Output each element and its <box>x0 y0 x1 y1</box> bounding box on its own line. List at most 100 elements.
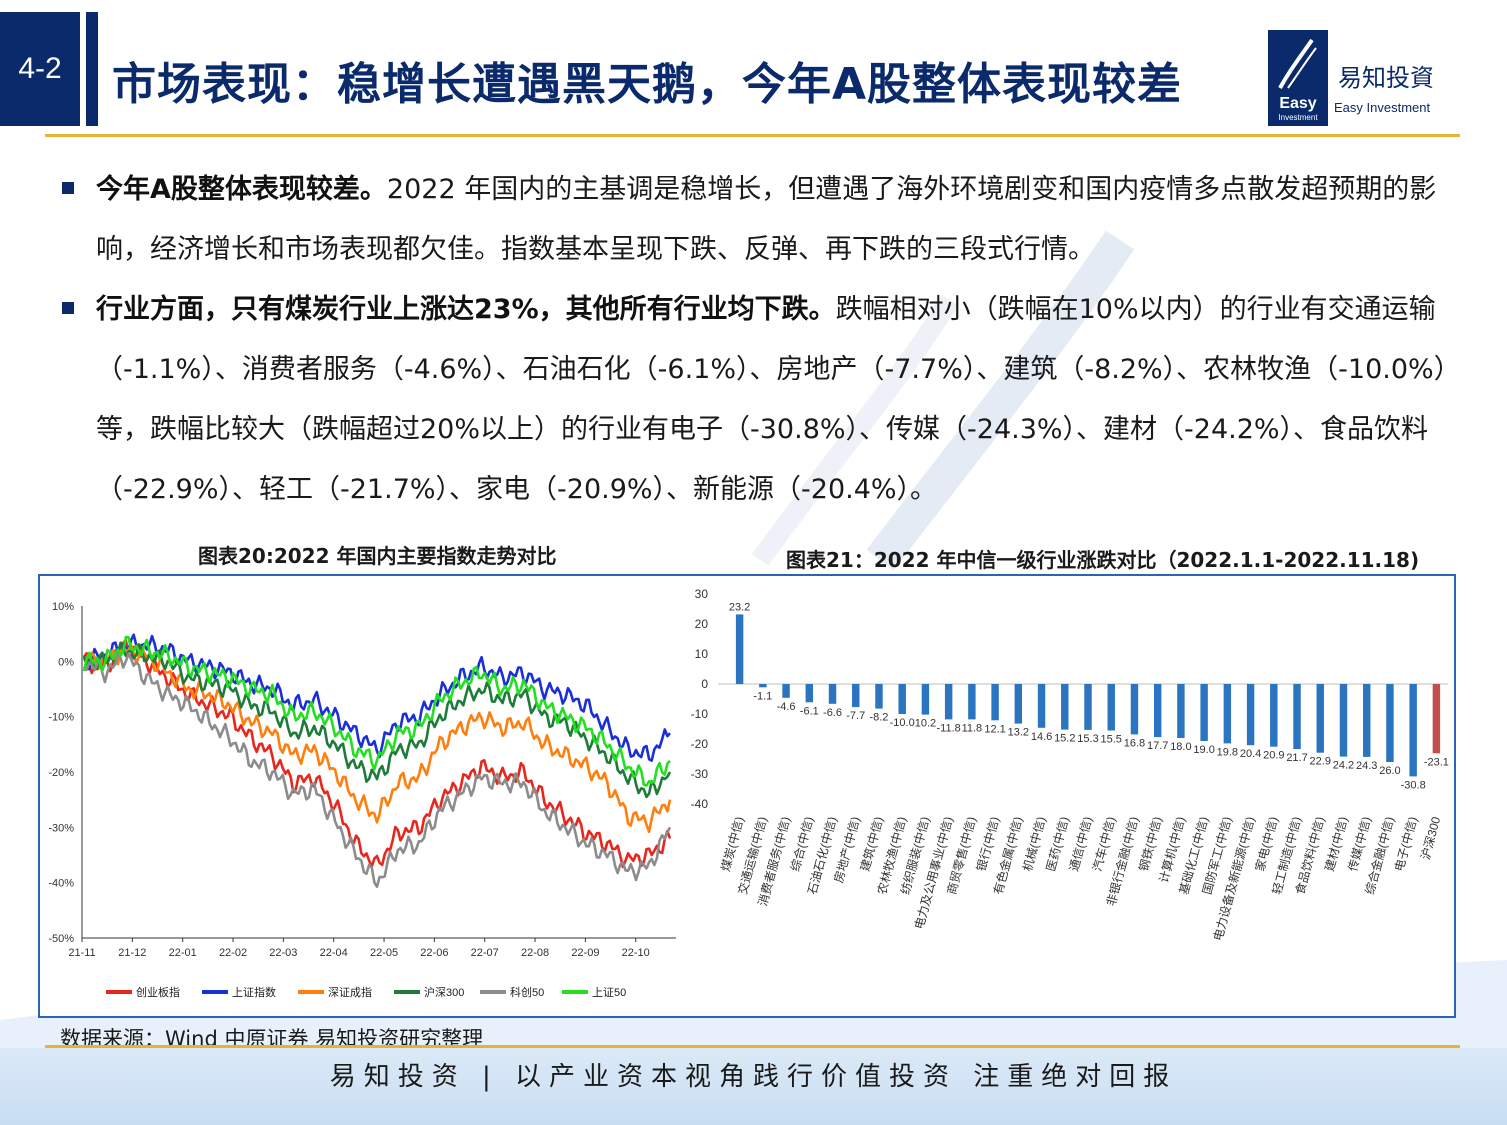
paragraph-market: 今年A股整体表现较差。2022 年国内的主基调是稳增长，但遭遇了海外环境剧变和国… <box>96 160 1471 280</box>
line-chart-y-tick: 10% <box>52 601 74 613</box>
bar <box>805 684 814 703</box>
line-chart-x-tick: 22-10 <box>622 947 650 959</box>
line-chart-y-tick: -30% <box>48 822 74 834</box>
header-accent-bar <box>86 12 98 126</box>
bar-value-label: 19.8 <box>1217 746 1238 758</box>
legend-label: 上证指数 <box>232 985 276 999</box>
paragraph-market-lead: 今年A股整体表现较差。 <box>96 174 387 205</box>
line-chart-x-tick: 22-04 <box>320 947 348 959</box>
section-number: 4-2 <box>0 12 80 126</box>
bullet-square-icon <box>62 302 74 314</box>
legend-label: 科创50 <box>510 985 544 999</box>
charts-frame <box>38 574 1456 1018</box>
bar <box>828 684 837 704</box>
bar-value-label: -10.0 <box>890 717 915 729</box>
bar-chart-y-tick: -10 <box>691 707 709 721</box>
bar <box>759 684 767 688</box>
bar <box>1107 684 1115 731</box>
bar-value-label: -30.8 <box>1401 779 1426 791</box>
bar-value-label: 13.2 <box>1008 727 1029 739</box>
line-chart-y-tick: -20% <box>48 767 74 779</box>
bar-chart-y-tick: -40 <box>691 797 709 811</box>
paragraph-industry-lead: 行业方面，只有煤炭行业上涨达23%，其他所有行业均下跌。 <box>96 294 836 325</box>
bar <box>1386 684 1394 762</box>
figure-20-title: 图表20:2022 年国内主要指数走势对比 <box>198 544 557 568</box>
bar-value-label: 23.2 <box>729 601 750 613</box>
bar <box>1200 684 1208 741</box>
logo-english-name: Easy Investment <box>1334 100 1431 115</box>
bar-value-label: 26.0 <box>1379 765 1400 777</box>
logo-chinese-name: 易知投資 <box>1338 64 1434 92</box>
bar-value-label: 20.9 <box>1263 750 1284 762</box>
bar <box>968 684 976 720</box>
line-chart-x-tick: 22-02 <box>219 947 247 959</box>
bar <box>1037 684 1046 728</box>
paragraph-industry-body: 跌幅相对小（跌幅在10%以内）的行业有交通运输（-1.1%）、消费者服务（-4.… <box>96 294 1461 505</box>
line-chart-x-tick: 22-03 <box>269 947 297 959</box>
bar-value-label: 10.2 <box>915 718 936 730</box>
index-line-chart: 10% 0% -10% -20% -30% -40% -50% 21-11 21-12 22-01… <box>48 601 676 999</box>
bar-chart-y-tick: 0 <box>701 677 708 691</box>
line-chart-x-tick: 22-05 <box>370 947 398 959</box>
bar-value-label: 17.7 <box>1147 740 1168 752</box>
bar-value-label: -6.6 <box>823 707 842 719</box>
bar-value-label: 24.3 <box>1356 760 1377 772</box>
bar <box>1130 684 1139 735</box>
line-chart-x-tick: 22-07 <box>471 947 499 959</box>
line-chart-x-tick: 21-11 <box>68 947 95 959</box>
bar-value-label: 16.8 <box>1124 737 1145 749</box>
bar <box>1362 684 1371 757</box>
paragraph-market-body: 2022 年国内的主基调是稳增长，但遭遇了海外环境剧变和国内疫情多点散发超预期的… <box>96 174 1437 265</box>
legend-label: 创业板指 <box>136 985 180 999</box>
bar-value-label: 14.6 <box>1031 731 1052 743</box>
logo-mark-text: Easy <box>1279 95 1316 112</box>
bar-value-label: 22.9 <box>1310 756 1331 768</box>
bar <box>1153 684 1162 738</box>
legend-label: 上证50 <box>592 986 626 999</box>
bar <box>1270 684 1278 747</box>
bar <box>735 614 744 684</box>
bar <box>1223 684 1232 744</box>
bar-chart-y-tick: -30 <box>691 767 709 781</box>
bar-value-label: 20.4 <box>1240 748 1261 760</box>
bar-chart-y-tick: 10 <box>695 647 709 661</box>
legend-label: 沪深300 <box>424 985 464 999</box>
bar <box>1409 684 1417 777</box>
bar-chart-y-tick: -20 <box>691 737 709 751</box>
bar-value-label: -1.1 <box>753 690 772 702</box>
line-chart-y-tick: -10% <box>48 712 74 724</box>
bar <box>875 684 883 709</box>
line-series-4 <box>82 652 672 889</box>
bar-value-label: 18.0 <box>1170 741 1191 753</box>
bar-value-label: 21.7 <box>1286 752 1307 764</box>
line-chart-x-tick: 22-06 <box>420 947 448 959</box>
bar-value-label: -7.7 <box>846 710 865 722</box>
footer-slogan: 易知投资 | 以产业资本视角践行价值投资 注重绝对回报 <box>329 1062 1178 1092</box>
bar-value-label: 12.1 <box>984 723 1005 735</box>
page-title: 市场表现：稳增长遭遇黑天鹅，今年A股整体表现较差 <box>112 59 1183 110</box>
bullet-square-icon <box>62 182 74 194</box>
bar-value-label: -4.6 <box>777 701 796 713</box>
line-series-1 <box>82 633 671 762</box>
line-series-5 <box>82 635 671 787</box>
bar-value-label: 15.2 <box>1054 733 1075 745</box>
bar <box>944 684 953 720</box>
bar-category-label: 沪深300 <box>1418 815 1443 861</box>
bar-value-label: 19.0 <box>1193 744 1214 756</box>
line-chart-x-tick: 21-12 <box>118 947 146 959</box>
bar-value-label: -8.2 <box>869 712 888 724</box>
line-chart-x-tick: 22-01 <box>169 947 197 959</box>
bar <box>1432 684 1441 754</box>
bar-value-label: 24.2 <box>1333 760 1354 772</box>
bar <box>852 684 860 708</box>
bar-value-label: 11.8 <box>962 722 983 734</box>
figure-21-title: 图表21：2022 年中信一级行业涨跌对比（2022.1.1-2022.11.1… <box>786 548 1420 572</box>
header-divider <box>45 134 1460 137</box>
bar-value-label: -23.1 <box>1424 756 1449 768</box>
line-chart-y-tick: -50% <box>48 933 74 945</box>
footer-band <box>0 1048 1507 1125</box>
industry-bar-chart: 3020100-10-20-30-4023.2煤炭(中信)-1.1交通运输(中信… <box>691 587 1449 942</box>
bar-chart-y-tick: 20 <box>695 617 709 631</box>
logo-sub-text: Investment <box>1278 113 1318 122</box>
bar <box>1339 684 1348 757</box>
